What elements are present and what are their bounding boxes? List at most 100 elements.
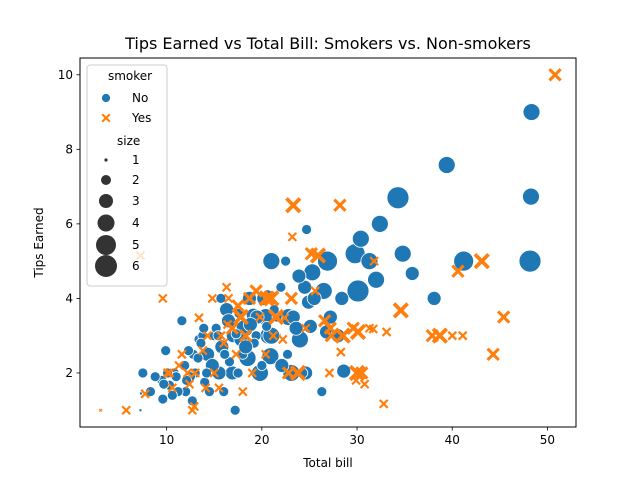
legend-yes-label: Yes xyxy=(131,111,151,125)
data-point xyxy=(145,386,156,397)
data-point xyxy=(426,291,442,306)
data-point xyxy=(216,330,226,341)
data-point xyxy=(166,389,178,401)
data-point xyxy=(219,348,231,360)
data-point xyxy=(300,323,311,334)
data-point xyxy=(378,399,389,409)
legend-box xyxy=(86,64,168,287)
data-point xyxy=(346,321,360,335)
y-axis-label: Tips Earned xyxy=(32,207,46,278)
legend-x-mark xyxy=(101,113,111,123)
data-point xyxy=(334,291,350,306)
data-point xyxy=(263,290,280,307)
data-point xyxy=(255,312,265,322)
chart-title: Tips Earned vs Total Bill: Smokers vs. N… xyxy=(124,34,531,53)
data-point xyxy=(336,363,352,379)
y-tick-label: 8 xyxy=(65,142,73,156)
data-point xyxy=(522,103,541,121)
legend-size-6-label: 6 xyxy=(132,259,140,273)
data-point xyxy=(522,187,540,206)
data-point xyxy=(261,320,272,332)
data-point xyxy=(158,378,170,390)
plot-area xyxy=(98,68,562,416)
data-point xyxy=(287,232,298,242)
data-point xyxy=(281,366,296,380)
data-point xyxy=(223,293,234,304)
legend-size-3-marker xyxy=(99,194,113,208)
data-point xyxy=(247,368,258,378)
data-point xyxy=(303,263,322,282)
data-point xyxy=(238,386,248,397)
x-tick-label: 20 xyxy=(254,433,269,447)
data-point xyxy=(200,383,211,393)
data-point xyxy=(393,244,412,263)
data-point xyxy=(138,391,143,396)
x-tick-label: 40 xyxy=(445,433,460,447)
data-point xyxy=(137,367,149,379)
data-point xyxy=(351,229,370,248)
data-point xyxy=(212,330,224,342)
data-point xyxy=(346,279,370,303)
data-point xyxy=(192,352,204,364)
data-point xyxy=(182,368,193,378)
data-point xyxy=(268,330,279,341)
data-point xyxy=(392,302,409,319)
data-point xyxy=(218,338,229,348)
data-point xyxy=(324,368,335,378)
data-point xyxy=(473,253,490,270)
data-point xyxy=(336,347,346,357)
data-point xyxy=(238,328,253,343)
data-point xyxy=(359,379,370,389)
data-point xyxy=(310,286,320,296)
data-point xyxy=(262,252,281,271)
data-point xyxy=(261,347,280,366)
data-point xyxy=(221,282,232,293)
y-tick-label: 4 xyxy=(65,291,73,305)
data-point xyxy=(370,214,389,233)
data-point xyxy=(288,320,304,336)
x-tick-label: 10 xyxy=(159,433,174,447)
data-point xyxy=(334,327,351,344)
data-point xyxy=(369,256,379,266)
data-point xyxy=(190,368,200,378)
data-point xyxy=(447,330,458,341)
data-point xyxy=(160,345,172,356)
data-point xyxy=(496,310,511,324)
x-tick-label: 30 xyxy=(349,433,364,447)
data-point xyxy=(437,156,456,174)
data-point xyxy=(323,321,338,335)
data-point xyxy=(209,368,220,378)
legend: smoker No Yes size 1 2 3 4 5 6 xyxy=(86,64,168,287)
data-point xyxy=(215,293,227,304)
data-point xyxy=(174,360,184,371)
data-point xyxy=(351,375,361,386)
data-point xyxy=(381,327,392,337)
legend-size-1-label: 1 xyxy=(132,153,140,167)
legend-size-1-marker xyxy=(104,158,108,162)
data-point xyxy=(316,386,328,397)
data-point xyxy=(149,371,161,383)
data-point xyxy=(260,349,271,360)
data-point xyxy=(367,270,385,289)
data-point xyxy=(518,249,542,273)
data-point xyxy=(157,393,169,405)
data-point xyxy=(453,250,475,272)
data-point xyxy=(285,197,302,214)
data-point xyxy=(355,366,369,380)
data-point xyxy=(486,347,500,362)
data-point xyxy=(187,405,198,416)
data-point xyxy=(232,367,244,379)
data-point xyxy=(121,405,131,416)
legend-size-3-label: 3 xyxy=(132,194,140,208)
data-point xyxy=(164,368,175,378)
legend-size-6-marker xyxy=(95,255,117,277)
x-tick-label: 50 xyxy=(540,433,555,447)
legend-size-title: size xyxy=(117,134,140,148)
y-tick-label: 2 xyxy=(65,366,73,380)
series-yes xyxy=(98,68,562,416)
legend-no-label: No xyxy=(132,91,148,105)
x-axis-label: Total bill xyxy=(302,456,352,470)
data-point xyxy=(360,252,379,271)
data-point xyxy=(183,345,194,356)
